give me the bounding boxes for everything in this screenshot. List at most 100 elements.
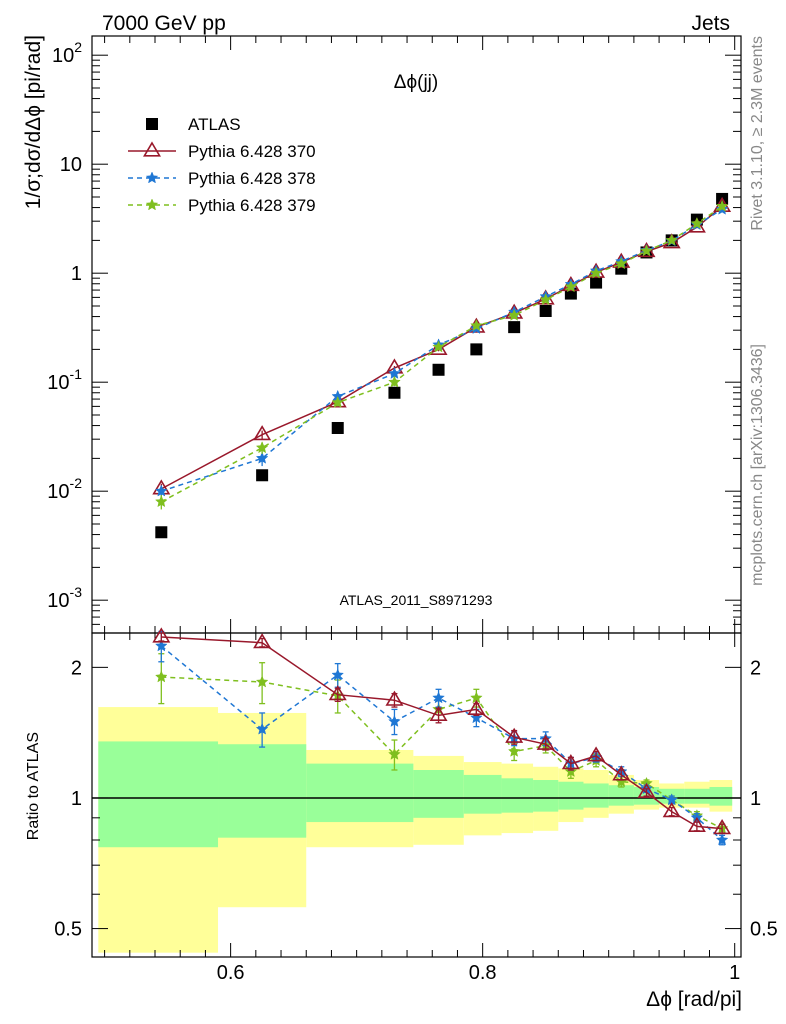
ratio-point-1 <box>470 711 483 724</box>
inner-band-2 <box>306 763 414 823</box>
series-point-3 <box>614 257 628 270</box>
series-point-3 <box>715 199 729 212</box>
inner-band-3 <box>413 770 464 818</box>
y-tick-label: 102 <box>52 39 82 67</box>
ratio-y-tick-label-right: 1 <box>750 788 761 810</box>
series-point-1 <box>687 217 706 233</box>
ratio-point-0 <box>536 734 555 750</box>
atlas-point <box>432 363 445 376</box>
legend-marker-3 <box>145 198 159 211</box>
ratio-y-tick-label: 0.5 <box>54 919 82 941</box>
rivet-label: Rivet 3.1.10, ≥ 2.3M events <box>749 36 766 231</box>
series-point-3 <box>388 375 401 388</box>
inner-band-5 <box>501 778 534 813</box>
y-tick-label: 1 <box>71 263 82 285</box>
ratio-y-label: Ratio to ATLAS <box>25 732 42 840</box>
ratio-point-1 <box>255 722 269 735</box>
x-tick-label: 0.6 <box>217 962 245 984</box>
header-left: 7000 GeV pp <box>102 12 226 35</box>
legend-label: ATLAS <box>188 115 241 134</box>
y-tick-exponent: 2 <box>74 39 82 55</box>
series-point-3 <box>665 233 679 246</box>
y-tick-label: 10-1 <box>47 366 82 394</box>
ratio-point-0 <box>587 746 606 762</box>
ratio-point-0 <box>385 690 404 706</box>
ratio-point-1 <box>388 714 401 727</box>
series-point-3 <box>255 441 269 454</box>
inner-band-8 <box>583 783 609 808</box>
inner-band-7 <box>558 781 584 810</box>
inner-band-12 <box>684 788 710 804</box>
atlas-point <box>331 421 344 434</box>
y-tick-exponent: -2 <box>70 475 83 491</box>
atlas-point <box>470 343 483 356</box>
legend-atlas-marker <box>146 118 158 130</box>
series-point-1 <box>253 425 272 441</box>
legend-marker-1 <box>142 141 162 157</box>
ratio-y-tick-label: 2 <box>71 657 82 679</box>
header-right: Jets <box>691 12 730 35</box>
ratio-point-0 <box>505 727 524 743</box>
ratio-y-tick-label-right: 2 <box>750 657 761 679</box>
series-point-2 <box>154 484 168 497</box>
ratio-point-2 <box>388 747 401 760</box>
atlas-point <box>508 321 521 334</box>
y-tick-label: 10-2 <box>47 475 82 503</box>
ratio-point-0 <box>429 705 448 721</box>
ratio-point-0 <box>152 627 171 643</box>
atlas-point <box>539 304 552 317</box>
series-point-3 <box>331 395 345 408</box>
ratio-point-1 <box>432 691 445 704</box>
inner-band-1 <box>218 744 307 838</box>
ratio-point-1 <box>715 833 729 846</box>
ratio-point-0 <box>662 802 681 818</box>
inner-band-6 <box>533 780 559 812</box>
series-point-2 <box>255 451 269 464</box>
y-tick-label: 10 <box>60 154 82 176</box>
main-panel: 10-3 10-2 10-1 1 10 102 <box>47 35 742 634</box>
ratio-point-0 <box>612 765 631 781</box>
analysis-id: ATLAS_2011_S8971293 <box>340 592 493 608</box>
ratio-point-0 <box>253 633 272 649</box>
inner-band-9 <box>608 785 634 806</box>
legend-label: Pythia 6.428 370 <box>188 142 316 161</box>
ratio-point-0 <box>687 816 706 832</box>
ratio-point-0 <box>637 782 656 798</box>
ratio-y-tick-label: 1 <box>71 788 82 810</box>
legend-marker-2 <box>145 171 159 184</box>
x-tick-label: 1 <box>729 962 740 984</box>
series-point-3 <box>539 293 553 306</box>
ratio-point-2 <box>154 670 168 683</box>
x-tick-label: 0.8 <box>469 962 497 984</box>
y-tick-exponent: -1 <box>70 366 83 382</box>
ratio-line-1 <box>160 645 723 841</box>
atlas-point <box>256 469 269 482</box>
ratio-point-1 <box>331 668 345 681</box>
ratio-point-0 <box>561 754 580 770</box>
series-point-3 <box>432 340 445 353</box>
atlas-point <box>388 386 401 399</box>
ratio-point-2 <box>255 675 269 688</box>
y-tick-label: 10-3 <box>47 584 82 612</box>
atlas-point <box>155 526 168 539</box>
ratio-point-2 <box>564 764 578 778</box>
inner-band-4 <box>463 774 502 814</box>
series-point-1 <box>662 233 681 249</box>
series-point-3 <box>470 319 483 332</box>
ratio-point-1 <box>154 639 168 652</box>
inner-band-13 <box>709 786 733 806</box>
mcplots-label: mcplots.cern.ch [arXiv:1306.3436] <box>749 344 766 586</box>
ratio-point-2 <box>507 744 521 757</box>
ratio-frame <box>91 632 742 958</box>
series-point-3 <box>564 280 578 293</box>
series-point-3 <box>690 216 704 230</box>
legend-label: Pythia 6.428 379 <box>188 196 316 215</box>
plot-title: Δϕ(jj) <box>394 72 438 93</box>
legend: ATLAS Pythia 6.428 370 Pythia 6.428 378 Pyt… <box>128 115 316 215</box>
ratio-point-0 <box>467 699 486 716</box>
ratio-panel: 0.6 0.8 1 0.5 0.5 1 1 2 2 <box>54 627 778 984</box>
series-point-1 <box>429 339 448 355</box>
ratio-point-0 <box>713 819 732 835</box>
series-point-3 <box>640 244 653 257</box>
